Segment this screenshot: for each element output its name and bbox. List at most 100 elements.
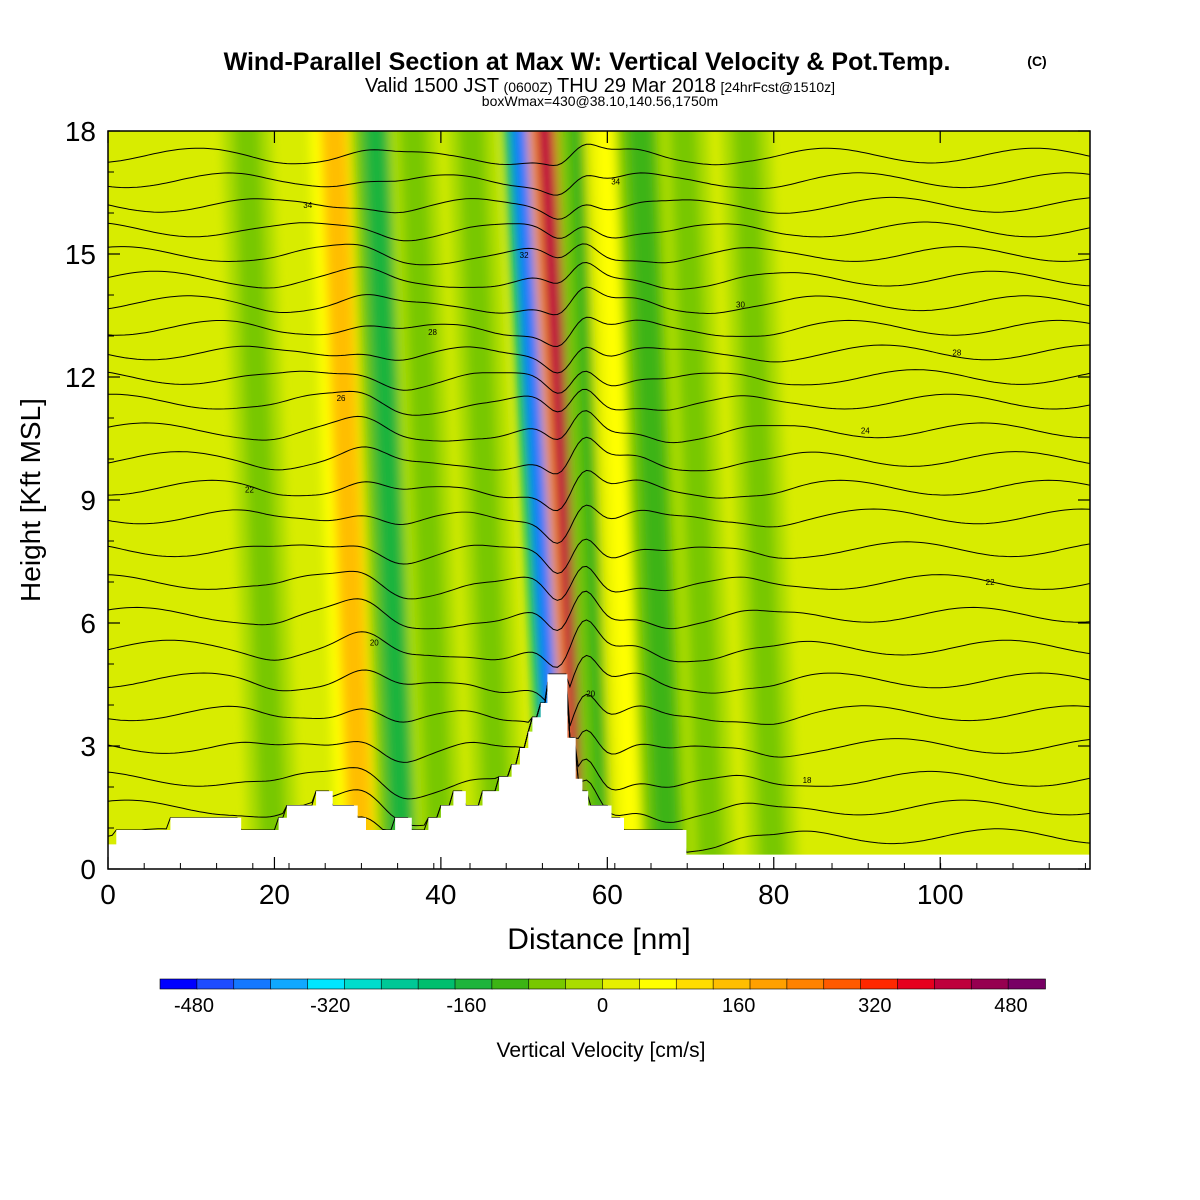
colorbar-tick-label: 0 [597,995,608,1017]
colorbar-swatch [159,978,198,990]
theta-contour-label: 26 [337,394,346,403]
y-tick-label: 12 [65,362,96,393]
theta-contour-line [108,344,1090,374]
velocity-band [400,131,454,869]
colorbar-swatch [675,978,714,990]
colorbar-swatch [565,978,604,990]
x-tick-label: 20 [259,879,290,910]
theta-contour-label: 24 [861,426,870,435]
theta-contour-line [108,369,1090,394]
colorbar-swatch [860,978,899,990]
theta-contour-line [108,196,1090,220]
y-tick-label: 0 [80,854,96,885]
theta-contour-line [108,469,1090,512]
colorbar-swatch [639,978,678,990]
colorbar-swatch [380,978,419,990]
colorbar-swatch [749,978,788,990]
velocity-band [595,131,650,869]
colorbar-swatch [417,978,456,990]
y-axis-ticks: 0 3 6 9 12 15 18 [65,116,1090,885]
theta-contour-label: 20 [370,638,379,647]
velocity-band [670,131,724,869]
theta-contour-line [108,221,1090,242]
theta-contour-label: 18 [803,776,812,785]
colorbar-swatch [970,978,1009,990]
theta-contour-line [108,673,1090,827]
theta-contour-label: 20 [586,689,595,698]
theta-contour-label: 34 [303,201,312,210]
colorbar-swatch [233,978,272,990]
theta-contour-line [108,590,1090,632]
theta-contour-label: 22 [986,578,995,587]
velocity-band [362,131,417,869]
theta-contour-line [108,261,1090,290]
colorbar: -480 -320 -160 0 160 320 480 [159,978,1046,1017]
theta-contour-line [108,654,1090,702]
box-max-info: boxWmax=430@38.10,140.56,1750m [482,93,718,109]
velocity-band [321,131,375,869]
theta-contours: 18 20 20 22 22 24 26 28 28 30 32 34 34 [108,143,1090,853]
y-tick-label: 15 [65,239,96,270]
velocity-band [233,131,288,869]
theta-contour-line [108,673,1090,763]
theta-contour-label: 34 [611,177,620,186]
theta-contour-line [108,436,1090,475]
theta-contour-label: 22 [245,485,254,494]
valid-prefix: Valid 1500 JST [365,75,499,97]
theta-contour-label: 30 [736,300,745,309]
colorbar-swatch [454,978,493,990]
colorbar-tick-label: -480 [174,995,214,1017]
x-axis-label: Distance [nm] [507,923,690,956]
colorbar-swatch [528,978,567,990]
colorbar-tick-label: -160 [446,995,486,1017]
colorbar-swatch [270,978,309,990]
colorbar-swatch [196,978,235,990]
theta-contour-line [108,243,1090,266]
terrain-mask [108,674,1090,869]
y-tick-label: 18 [65,116,96,147]
velocity-band [458,131,512,869]
theta-contour-label: 32 [520,251,529,260]
y-tick-label: 6 [80,608,96,639]
colorbar-swatch [344,978,383,990]
velocity-bands [222,131,799,869]
theta-contour-label: 28 [428,328,437,337]
theta-contour-line [108,673,1090,800]
x-tick-label: 100 [917,879,964,910]
plot-area: 18 20 20 22 22 24 26 28 28 30 32 34 34 [108,131,1090,869]
velocity-band [627,131,681,869]
theta-contour-line [108,673,1090,727]
x-tick-label: 0 [100,879,116,910]
colorbar-tick-label: 320 [858,995,891,1017]
colorbar-tick-label: 480 [994,995,1027,1017]
colorbar-swatch [897,978,936,990]
theta-contour-line [108,410,1090,444]
colorbar-swatch [823,978,862,990]
colorbar-swatch [934,978,973,990]
colorbar-swatch [491,978,530,990]
x-axis-ticks: 0 20 40 60 80 100 [100,131,1086,910]
theta-contour-line [108,619,1090,668]
colorbar-tick-label: 160 [722,995,755,1017]
theta-contour-line [108,538,1090,575]
colorbar-swatch [712,978,751,990]
colorbar-tick-label: -320 [310,995,350,1017]
theta-contour-line [108,286,1090,316]
valid-date: THU 29 Mar 2018 [557,75,716,97]
x-tick-label: 40 [425,879,456,910]
theta-contour-label: 28 [952,348,961,357]
valid-forecast: [24hrFcst@1510z] [720,79,835,95]
theta-contour-line [108,504,1090,544]
chart-title: Wind-Parallel Section at Max W: Vertical… [224,48,951,76]
velocity-band [733,131,787,869]
theta-contour-line [108,172,1090,196]
theta-contour-line [108,388,1090,416]
y-tick-label: 3 [80,731,96,762]
colorbar-label: Vertical Velocity [cm/s] [497,1039,706,1062]
valid-time-line: Valid 1500 JST (0600Z) THU 29 Mar 2018 [… [365,75,835,97]
x-tick-label: 60 [592,879,623,910]
theta-contour-line [108,565,1090,601]
colorbar-swatch [307,978,346,990]
y-tick-label: 9 [80,485,96,516]
